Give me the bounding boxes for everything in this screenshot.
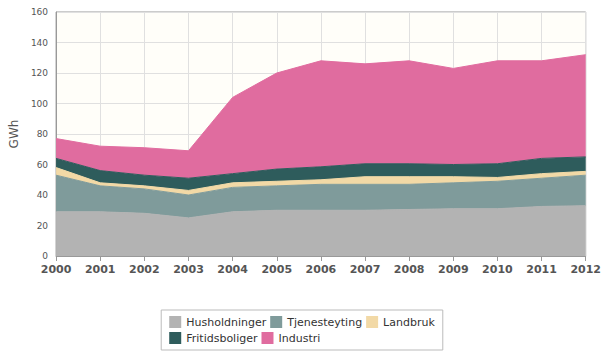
svg-text:40: 40: [37, 190, 49, 200]
svg-text:2012: 2012: [570, 263, 601, 276]
svg-text:2007: 2007: [350, 263, 381, 276]
svg-text:2008: 2008: [394, 263, 425, 276]
svg-text:2005: 2005: [261, 263, 292, 276]
svg-text:2010: 2010: [482, 263, 513, 276]
svg-text:60: 60: [37, 160, 49, 170]
svg-text:100: 100: [31, 99, 48, 109]
svg-text:2004: 2004: [217, 263, 248, 276]
svg-text:Husholdninger: Husholdninger: [186, 316, 266, 329]
svg-text:2002: 2002: [129, 263, 160, 276]
svg-text:Industri: Industri: [278, 332, 320, 345]
svg-text:80: 80: [37, 129, 49, 139]
svg-text:2000: 2000: [41, 263, 72, 276]
svg-text:GWh: GWh: [7, 120, 21, 149]
svg-text:2011: 2011: [526, 263, 557, 276]
svg-text:Tjenesteyting: Tjenesteyting: [286, 316, 362, 329]
svg-text:120: 120: [31, 68, 48, 78]
svg-text:Fritidsboliger: Fritidsboliger: [186, 332, 258, 345]
svg-text:160: 160: [31, 7, 48, 17]
svg-text:20: 20: [37, 221, 49, 231]
svg-text:2003: 2003: [173, 263, 204, 276]
svg-text:0: 0: [42, 251, 48, 261]
svg-text:140: 140: [31, 38, 48, 48]
svg-text:2009: 2009: [438, 263, 469, 276]
svg-text:2001: 2001: [85, 263, 116, 276]
svg-text:Landbruk: Landbruk: [383, 316, 435, 329]
svg-text:2006: 2006: [306, 263, 337, 276]
